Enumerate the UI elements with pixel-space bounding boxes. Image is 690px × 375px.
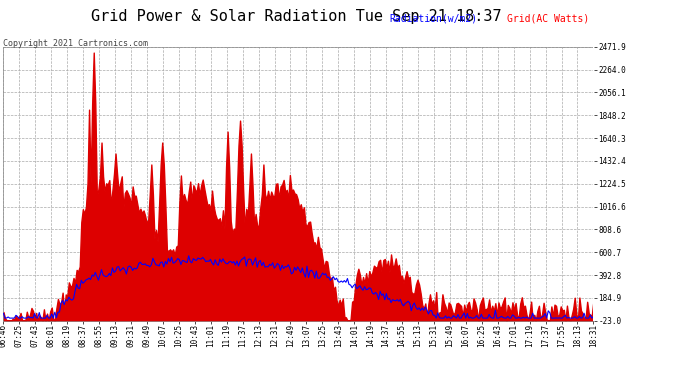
Text: Copyright 2021 Cartronics.com: Copyright 2021 Cartronics.com (3, 39, 148, 48)
Text: Radiation(w/m2): Radiation(w/m2) (390, 13, 478, 23)
Text: Grid Power & Solar Radiation Tue Sep 21 18:37: Grid Power & Solar Radiation Tue Sep 21 … (91, 9, 502, 24)
Text: Grid(AC Watts): Grid(AC Watts) (507, 13, 589, 23)
